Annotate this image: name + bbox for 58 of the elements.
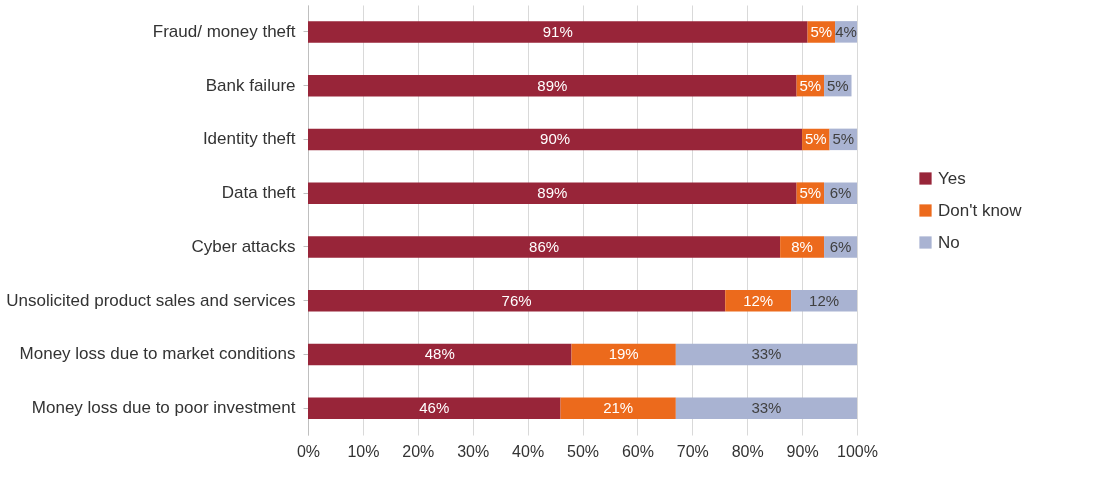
data-label: 48% bbox=[424, 345, 455, 363]
data-label: 89% bbox=[537, 184, 568, 202]
data-label: 21% bbox=[603, 399, 634, 417]
data-label: 5% bbox=[832, 130, 855, 148]
y-tick-label: Unsolicited product sales and services bbox=[6, 290, 296, 310]
legend-label: Yes bbox=[938, 168, 966, 188]
x-tick-label: 70% bbox=[676, 442, 709, 460]
data-label: 33% bbox=[751, 399, 782, 417]
data-label: 5% bbox=[804, 130, 827, 148]
data-label: 5% bbox=[810, 22, 833, 40]
x-tick-label: 100% bbox=[837, 442, 878, 460]
bar bbox=[308, 21, 808, 43]
bar bbox=[308, 128, 803, 151]
data-label: 90% bbox=[540, 130, 571, 148]
x-tick-label: 90% bbox=[786, 442, 819, 460]
y-tick-label: Bank failure bbox=[205, 75, 296, 95]
data-label: 46% bbox=[419, 399, 450, 417]
data-label: 76% bbox=[501, 291, 532, 309]
x-tick-label: 10% bbox=[347, 442, 380, 460]
legend-label: Don't know bbox=[938, 200, 1023, 220]
y-tick-label: Fraud/ money theft bbox=[152, 21, 296, 41]
data-label: 12% bbox=[743, 291, 774, 309]
data-label: 12% bbox=[809, 291, 840, 309]
data-label: 33% bbox=[751, 345, 782, 363]
data-label: 8% bbox=[791, 237, 813, 255]
x-tick-label: 20% bbox=[402, 442, 435, 460]
bar bbox=[560, 397, 676, 419]
x-tick-label: 60% bbox=[621, 442, 654, 460]
x-tick-label: 50% bbox=[566, 442, 600, 460]
data-label: 5% bbox=[799, 76, 822, 94]
legend-label: No bbox=[938, 232, 960, 252]
data-label: 6% bbox=[829, 237, 852, 255]
data-label: 5% bbox=[826, 76, 849, 94]
data-label: 89% bbox=[537, 76, 568, 94]
bar bbox=[308, 74, 797, 97]
data-label: 86% bbox=[529, 237, 560, 255]
bar bbox=[308, 236, 781, 258]
y-tick-label: Money loss due to poor investment bbox=[31, 398, 296, 418]
bar bbox=[308, 182, 797, 204]
bar bbox=[675, 343, 857, 366]
bar bbox=[308, 397, 561, 419]
bar bbox=[308, 343, 572, 366]
data-label: 6% bbox=[829, 184, 852, 202]
y-tick-label: Data theft bbox=[221, 183, 296, 203]
x-tick-label: 40% bbox=[512, 442, 545, 460]
x-tick-label: 30% bbox=[457, 442, 490, 460]
data-label: 19% bbox=[608, 345, 639, 363]
data-label: 5% bbox=[799, 184, 822, 202]
y-tick-label: Money loss due to market conditions bbox=[19, 344, 296, 364]
bar bbox=[571, 343, 676, 366]
y-tick-label: Cyber attacks bbox=[191, 236, 296, 256]
data-label: 4% bbox=[835, 22, 857, 40]
x-tick-label: 80% bbox=[731, 442, 764, 460]
bar bbox=[675, 397, 857, 419]
data-label: 91% bbox=[542, 22, 573, 40]
bar bbox=[308, 289, 726, 312]
y-tick-label: Identity theft bbox=[202, 129, 296, 149]
x-tick-label: 0% bbox=[296, 442, 321, 460]
